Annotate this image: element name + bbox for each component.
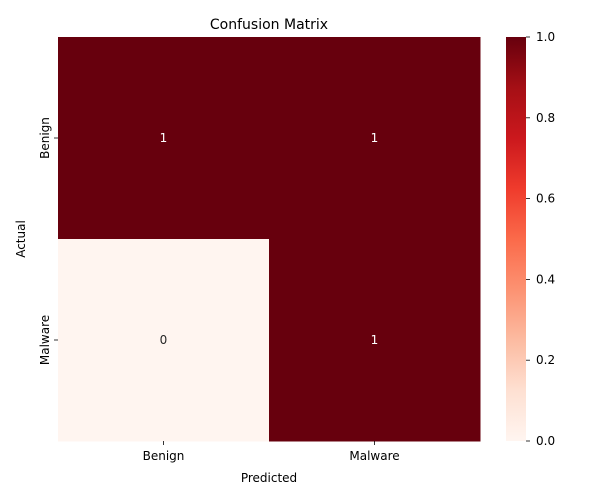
colorbar [506, 37, 526, 441]
x-tick-label: Malware [349, 449, 399, 463]
colorbar-tick-label: 1.0 [536, 30, 555, 44]
heatmap-cell [269, 37, 481, 240]
x-axis-label: Predicted [241, 471, 297, 485]
cell-annotation: 1 [371, 131, 379, 145]
heatmap-cell [58, 37, 270, 240]
colorbar-tick-label: 0.8 [536, 111, 555, 125]
colorbar-tick-label: 0.6 [536, 192, 555, 206]
heatmap-cell [58, 239, 270, 442]
cell-annotation: 1 [371, 333, 379, 347]
y-tick-label: Benign [38, 117, 52, 159]
chart-title: Confusion Matrix [210, 17, 328, 33]
cell-annotation: 1 [160, 131, 168, 145]
y-axis-label: Actual [14, 220, 28, 258]
y-tick-label: Malware [38, 315, 52, 365]
x-tick-label: Benign [143, 449, 185, 463]
heatmap-cell [269, 239, 481, 442]
cell-annotation: 0 [160, 333, 168, 347]
colorbar-tick-label: 0.4 [536, 272, 555, 286]
colorbar-tick-label: 0.2 [536, 353, 555, 367]
colorbar-tick-label: 0.0 [536, 434, 555, 448]
